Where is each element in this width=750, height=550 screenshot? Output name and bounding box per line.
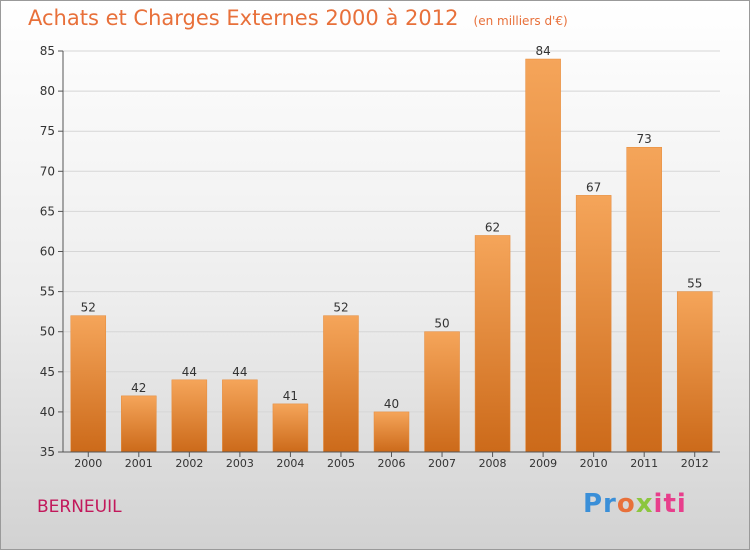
- bar-value-label: 62: [485, 220, 500, 234]
- x-tick-label: 2001: [125, 457, 153, 470]
- bar-value-label: 44: [232, 365, 247, 379]
- y-tick-label: 50: [40, 325, 55, 339]
- x-tick-label: 2008: [479, 457, 507, 470]
- bar: [676, 291, 713, 453]
- bar-value-label: 50: [434, 317, 449, 331]
- x-tick-label: 2003: [226, 457, 254, 470]
- y-tick-label: 35: [40, 445, 55, 459]
- bar: [121, 395, 157, 453]
- x-tick-label: 2004: [276, 457, 304, 470]
- bar-value-label: 67: [586, 180, 601, 194]
- bars: 52 42 44 44 41 52 40 50 62 84 67 73 55: [70, 44, 713, 453]
- bar-value-label: 42: [131, 381, 146, 395]
- bar: [474, 235, 511, 453]
- bar-value-label: 44: [182, 365, 197, 379]
- chart-title: Achats et Charges Externes 2000 à 2012 (…: [28, 6, 568, 30]
- bar: [222, 379, 258, 453]
- x-tick-label: 2007: [428, 457, 456, 470]
- y-tick-label: 70: [40, 164, 55, 178]
- bar-value-label: 52: [81, 301, 96, 315]
- y-tick-label: 80: [40, 84, 55, 98]
- y-tick-label: 75: [40, 124, 55, 138]
- x-tick-label: 2011: [630, 457, 658, 470]
- y-tick-label: 40: [40, 405, 55, 419]
- bar-value-label: 73: [637, 132, 652, 146]
- title-main: Achats et Charges Externes 2000 à 2012: [28, 6, 459, 30]
- axes: 35 40 45 50 55 60 65 70 75 80 85 2000 2001 2002 2003 20…: [40, 44, 720, 470]
- x-tick-label: 2000: [74, 457, 102, 470]
- bar-value-label: 84: [535, 44, 550, 58]
- bar: [323, 315, 359, 453]
- x-tick-label: 2005: [327, 457, 355, 470]
- y-tick-label: 55: [40, 285, 55, 299]
- location-label: BERNEUIL: [37, 497, 122, 517]
- bar: [171, 379, 208, 453]
- bar: [373, 411, 410, 453]
- y-tick-label: 60: [40, 245, 55, 259]
- bar: [70, 315, 107, 453]
- y-tick-label: 65: [40, 204, 55, 218]
- y-tick-label: 85: [40, 44, 55, 58]
- bar-value-label: 40: [384, 397, 399, 411]
- bar-value-label: 41: [283, 389, 298, 403]
- bar: [272, 403, 309, 453]
- title-unit: (en milliers d'€): [473, 14, 568, 28]
- bar-value-label: 55: [687, 277, 702, 291]
- proxiti-logo: Proxiti: [583, 489, 687, 519]
- x-tick-label: 2009: [529, 457, 557, 470]
- x-tick-label: 2006: [378, 457, 406, 470]
- bar: [626, 146, 662, 453]
- y-tick-label: 45: [40, 365, 55, 379]
- bar-value-label: 52: [333, 301, 348, 315]
- grid-lines: [63, 50, 720, 453]
- x-tick-label: 2002: [175, 457, 203, 470]
- bar: [575, 195, 612, 453]
- bar: [424, 331, 460, 453]
- x-tick-label: 2012: [681, 457, 709, 470]
- x-tick-label: 2010: [580, 457, 608, 470]
- bar: [525, 58, 561, 453]
